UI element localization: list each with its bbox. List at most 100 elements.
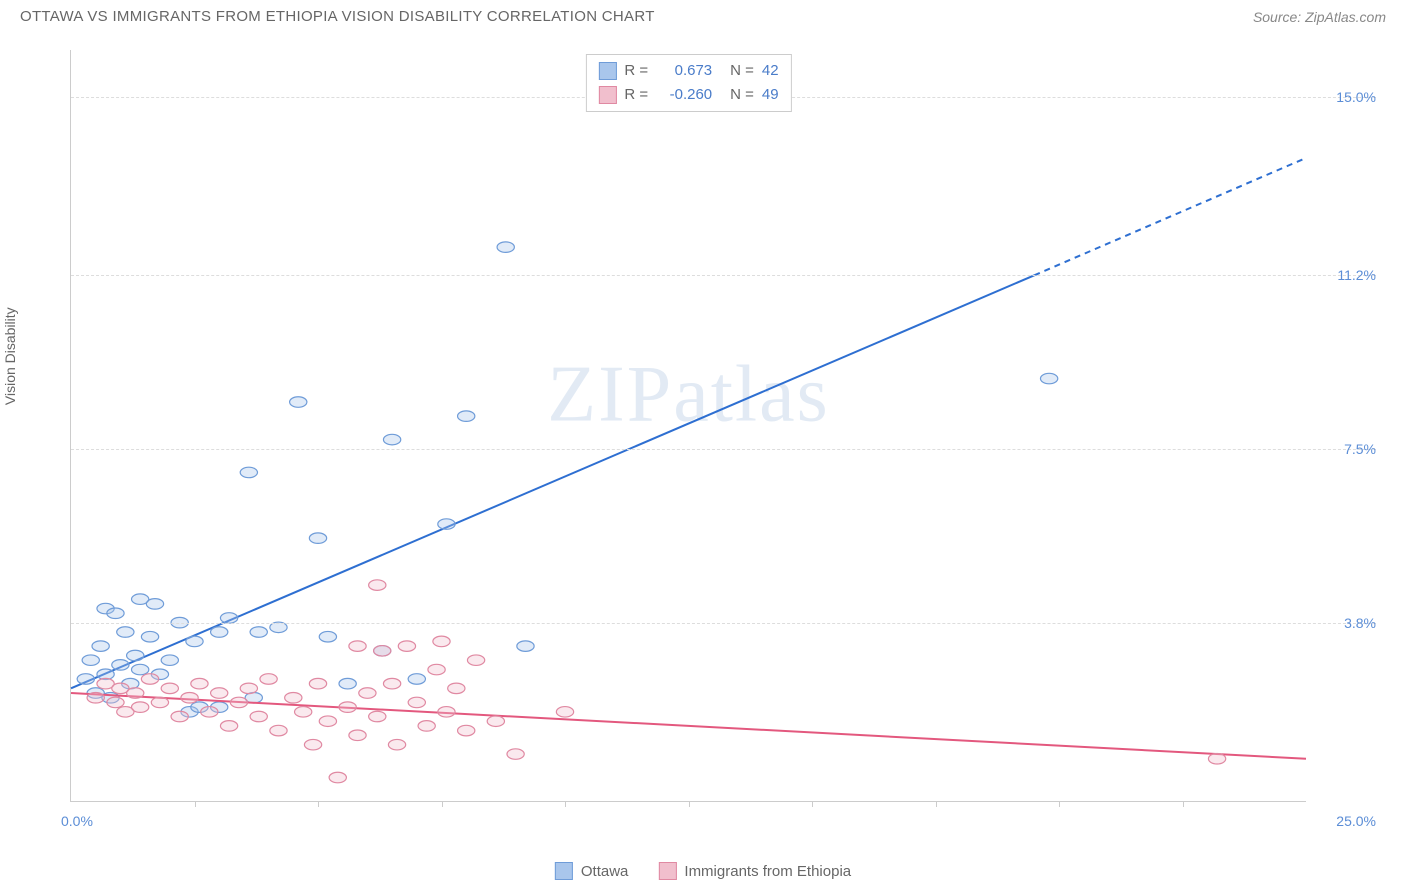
x-tick [565,801,566,807]
n-label: N = [730,83,754,107]
chart-title: OTTAWA VS IMMIGRANTS FROM ETHIOPIA VISIO… [20,8,655,25]
data-point [497,242,514,253]
data-point [339,678,356,689]
data-point [82,655,99,666]
y-axis-label: Vision Disability [2,307,18,405]
data-point [250,711,267,722]
gridline [71,623,1376,624]
n-value: 42 [762,59,779,83]
legend-row: R = 0.673 N = 42 [598,59,778,83]
data-point [220,721,237,732]
data-point [260,674,277,685]
data-point [339,702,356,713]
n-value: 49 [762,83,779,107]
data-point [186,636,203,647]
data-point [112,660,129,671]
x-tick [442,801,443,807]
data-point [161,683,178,694]
data-point [211,627,228,638]
legend-swatch-icon [598,62,616,80]
data-point [201,707,218,718]
data-point [359,688,376,699]
data-point [458,411,475,422]
data-point [408,674,425,685]
data-point [151,697,168,708]
y-tick-label: 3.8% [1316,615,1376,631]
legend-item: Immigrants from Ethiopia [658,862,851,880]
scatter-plot-svg [71,50,1306,801]
x-tick [1059,801,1060,807]
data-point [240,683,257,694]
data-point [458,725,475,736]
data-point [250,627,267,638]
x-tick [936,801,937,807]
y-tick-label: 15.0% [1316,89,1376,105]
data-point [220,613,237,624]
plot-area: ZIPatlas R =0.673N =42R =-0.260N =49 0.0… [70,50,1306,802]
data-point [438,707,455,718]
trend-line [71,693,1306,759]
r-label: R = [624,83,648,107]
data-point [349,641,366,652]
series-legend: Ottawa Immigrants from Ethiopia [555,862,851,880]
data-point [270,725,287,736]
data-point [448,683,465,694]
data-point [309,678,326,689]
data-point [1208,753,1225,764]
data-point [388,739,405,750]
data-point [319,716,336,727]
data-point [418,721,435,732]
legend-row: R = -0.260 N = 49 [598,83,778,107]
data-point [191,678,208,689]
data-point [290,397,307,408]
legend-label: Ottawa [581,863,629,880]
x-axis-min-label: 0.0% [61,813,93,829]
x-tick [1183,801,1184,807]
data-point [92,641,109,652]
data-point [161,655,178,666]
data-point [230,697,247,708]
data-point [87,692,104,703]
legend-swatch-icon [598,86,616,104]
data-point [1040,373,1057,384]
source-label: Source: ZipAtlas.com [1253,9,1386,25]
data-point [304,739,321,750]
data-point [171,711,188,722]
data-point [329,772,346,783]
x-tick [812,801,813,807]
data-point [127,688,144,699]
data-point [295,707,312,718]
data-point [383,678,400,689]
data-point [117,627,134,638]
data-point [146,599,163,610]
data-point [507,749,524,760]
y-tick-label: 7.5% [1316,441,1376,457]
r-value: 0.673 [656,59,712,83]
chart-header: OTTAWA VS IMMIGRANTS FROM ETHIOPIA VISIO… [0,0,1406,29]
data-point [77,674,94,685]
data-point [349,730,366,741]
data-point [408,697,425,708]
data-point [433,636,450,647]
legend-swatch-icon [555,862,573,880]
data-point [132,664,149,675]
r-label: R = [624,59,648,83]
n-label: N = [730,59,754,83]
data-point [383,434,400,445]
data-point [107,608,124,619]
legend-swatch-icon [658,862,676,880]
data-point [270,622,287,633]
data-point [517,641,534,652]
data-point [240,467,257,478]
x-tick [689,801,690,807]
gridline [71,275,1376,276]
trend-line-dashed [1034,158,1306,275]
r-value: -0.260 [656,83,712,107]
gridline [71,449,1376,450]
x-tick [195,801,196,807]
data-point [141,674,158,685]
x-tick [318,801,319,807]
data-point [127,650,144,661]
data-point [132,702,149,713]
correlation-legend: R = 0.673 N = 42 R = -0.260 N = 49 [585,54,791,112]
